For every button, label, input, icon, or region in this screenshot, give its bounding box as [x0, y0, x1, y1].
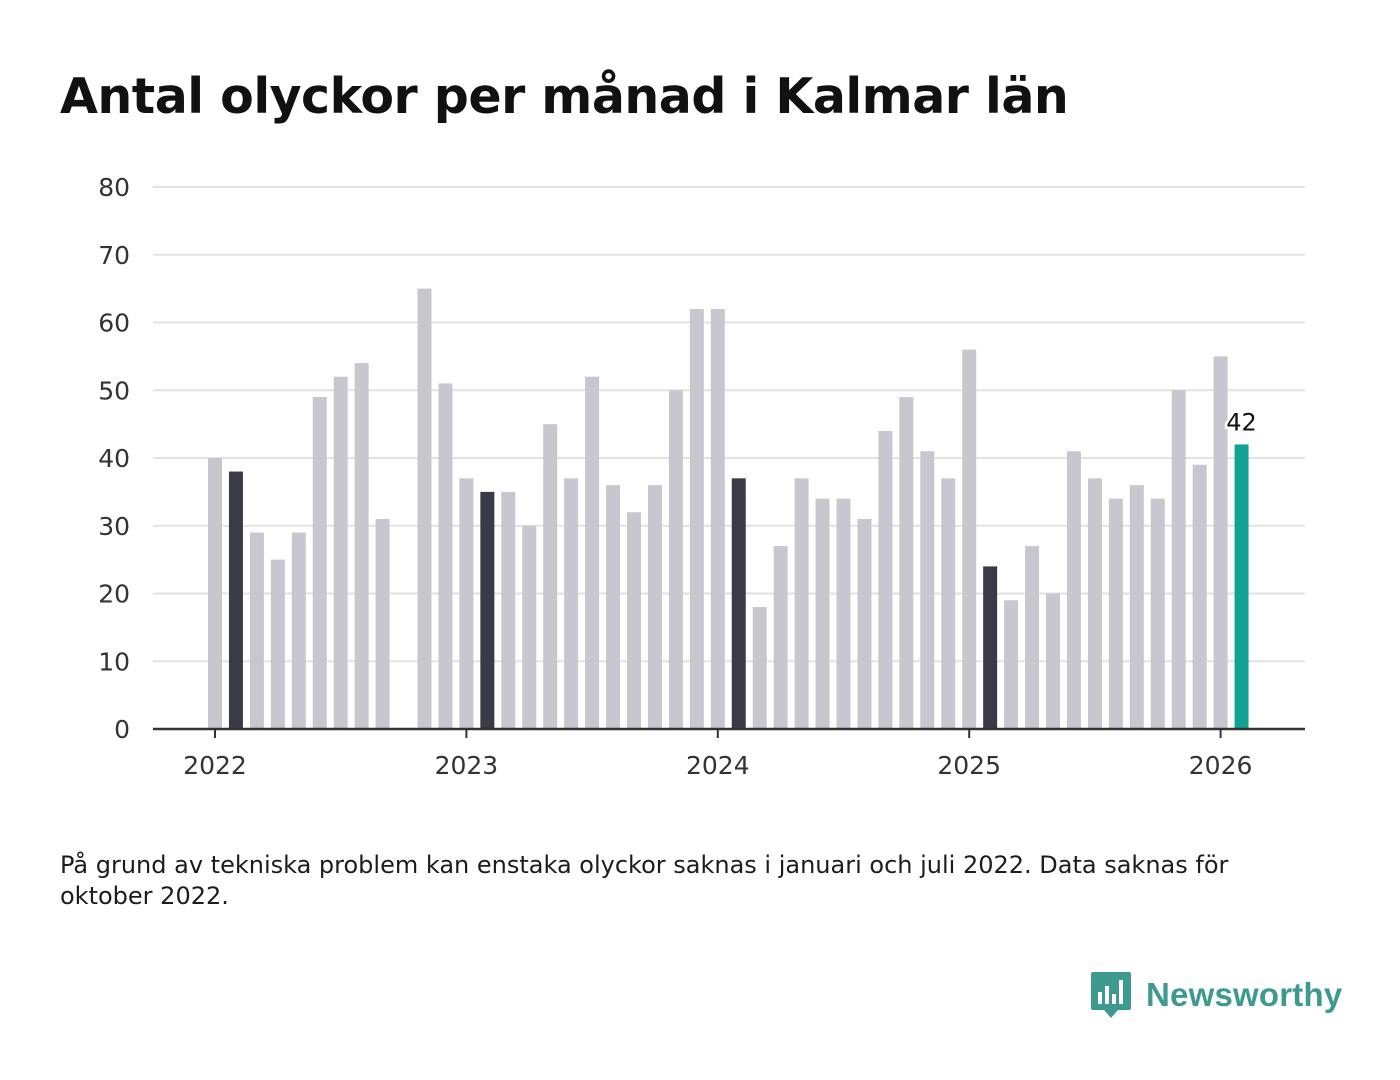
bar-2024-08: [857, 518, 872, 729]
y-tick-label: 30: [98, 512, 130, 541]
newsworthy-logo-icon: [1091, 972, 1131, 1018]
bar-2024-12: [941, 478, 956, 729]
bar-2024-07: [836, 498, 851, 729]
bar-2023-11: [668, 390, 683, 729]
bar-2022-02: [228, 471, 243, 729]
bar-2025-02: [983, 566, 998, 729]
y-tick-label: 0: [114, 715, 130, 744]
latest-value-label: 42: [1226, 408, 1257, 436]
bar-2023-07: [585, 376, 600, 729]
bar-2025-04: [1025, 546, 1040, 729]
bars: [208, 288, 1249, 730]
bar-2023-09: [627, 512, 641, 729]
bar-2023-04: [522, 525, 537, 729]
bar-2022-03: [249, 532, 264, 729]
bar-chart: 0 10 20 30 40 50 60 70 80 2022 2023 2024 2025 2026 42: [98, 173, 1305, 780]
y-tick-label: 60: [98, 309, 130, 338]
axes: [153, 727, 1305, 738]
bar-2024-01: [710, 308, 725, 729]
bar-2023-03: [501, 491, 516, 730]
bar-2022-06: [312, 397, 327, 729]
y-tick-label: 40: [98, 444, 130, 473]
bar-2026-02: [1234, 444, 1249, 729]
bar-2023-02: [480, 491, 495, 730]
bar-2022-07: [333, 376, 348, 729]
y-tick-label: 50: [98, 376, 130, 405]
x-tick-label: 2025: [937, 751, 1001, 780]
bar-2022-12: [438, 383, 453, 729]
bar-2022-01: [208, 458, 222, 729]
bar-2025-01: [962, 349, 977, 729]
x-tick-label: 2026: [1189, 751, 1253, 780]
bar-2024-06: [815, 498, 830, 729]
bar-2024-04: [773, 546, 788, 729]
bar-2025-11: [1171, 390, 1186, 729]
bar-2024-02: [731, 478, 746, 729]
bar-2025-10: [1150, 498, 1165, 729]
y-tick-label: 10: [98, 647, 130, 676]
bar-2022-04: [270, 559, 285, 730]
brand-name: Newsworthy: [1146, 976, 1343, 1013]
bar-2023-06: [564, 478, 579, 729]
bar-2026-01: [1213, 356, 1228, 730]
bar-2024-11: [920, 451, 935, 729]
bar-2025-08: [1108, 498, 1123, 729]
footnote: På grund av tekniska problem kan enstaka…: [60, 851, 1229, 910]
y-tick-label: 80: [98, 173, 130, 202]
bar-2024-09: [878, 430, 893, 729]
bar-2023-12: [689, 308, 704, 729]
bar-2022-08: [354, 363, 369, 729]
bar-2022-09: [375, 518, 390, 729]
bar-2025-09: [1129, 485, 1144, 729]
chart-title: Antal olyckor per månad i Kalmar län: [60, 68, 1069, 125]
bar-2025-12: [1192, 464, 1207, 729]
bar-2023-01: [459, 478, 474, 729]
bar-2025-05: [1046, 593, 1060, 729]
y-tick-label: 70: [98, 241, 130, 270]
bar-2023-08: [606, 485, 621, 729]
brand-logo[interactable]: Newsworthy: [1090, 970, 1342, 1020]
x-tick-label: 2023: [435, 751, 499, 780]
bar-2024-10: [899, 397, 914, 729]
bar-2025-06: [1066, 451, 1081, 729]
bar-2023-05: [543, 424, 558, 730]
labels: 0 10 20 30 40 50 60 70 80 2022 2023 2024 2025 2026 42: [98, 173, 1259, 780]
bar-2023-10: [647, 485, 662, 729]
y-tick-label: 20: [98, 580, 130, 609]
bar-2025-07: [1087, 478, 1102, 729]
bar-2024-03: [752, 607, 767, 729]
x-tick-label: 2022: [183, 751, 247, 780]
x-tick-label: 2024: [686, 751, 750, 780]
bar-2024-05: [794, 478, 809, 729]
bar-2022-05: [291, 532, 306, 729]
bar-2025-03: [1004, 600, 1019, 729]
bar-2022-11: [417, 288, 432, 730]
